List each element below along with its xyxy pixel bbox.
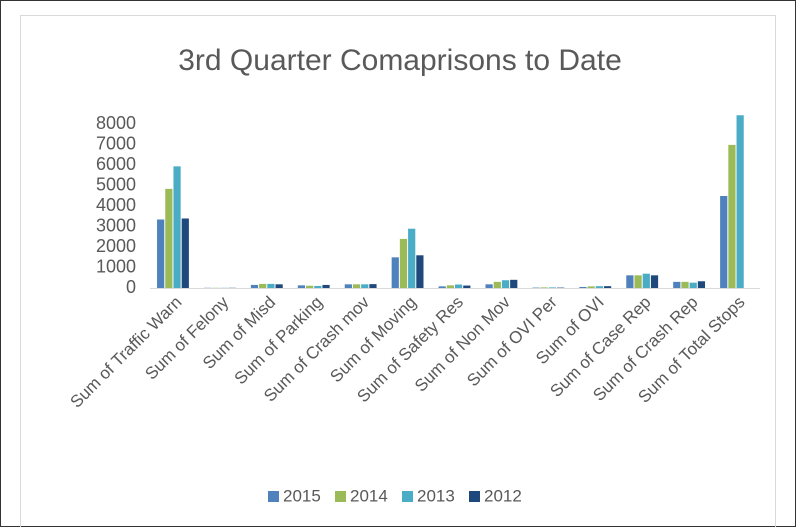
bar [416, 255, 424, 288]
bar [157, 219, 165, 288]
y-tick-label: 5000 [96, 175, 136, 195]
legend-label: 2014 [350, 486, 388, 505]
bar [681, 281, 689, 288]
bar [322, 284, 330, 288]
bar [650, 275, 659, 288]
y-tick-label: 0 [126, 277, 136, 297]
bar [728, 144, 736, 288]
bar [587, 286, 595, 288]
y-tick-label: 7000 [96, 134, 136, 154]
bar [361, 284, 369, 288]
bar [446, 285, 454, 288]
bar [485, 284, 493, 288]
bar [626, 275, 634, 288]
y-tick-label: 4000 [96, 195, 136, 215]
bar [540, 287, 548, 288]
bar [352, 284, 361, 288]
bar [548, 287, 557, 288]
bar [493, 281, 501, 288]
bar [173, 166, 181, 288]
bar [165, 188, 173, 288]
y-tick-label: 1000 [96, 256, 136, 276]
bar [408, 228, 416, 288]
y-tick-label: 2000 [96, 236, 136, 256]
y-tick-label: 8000 [96, 113, 136, 133]
legend-swatch [335, 491, 346, 502]
bar [250, 284, 259, 288]
bar [438, 286, 446, 288]
bar [697, 281, 706, 288]
bar [181, 218, 189, 288]
bar [720, 196, 728, 288]
bar [595, 286, 603, 288]
legend-label: 2012 [484, 486, 522, 505]
y-tick-label: 6000 [96, 154, 136, 174]
bar [259, 283, 267, 288]
bar [673, 281, 681, 288]
bar [642, 273, 650, 288]
bar [369, 284, 377, 288]
chart-area [20, 15, 776, 527]
bar [344, 284, 352, 288]
bar [634, 275, 642, 288]
bar [510, 279, 518, 288]
bar [306, 285, 314, 288]
bar [275, 284, 283, 288]
bar [455, 284, 463, 288]
legend-swatch [469, 491, 480, 502]
bar [314, 285, 322, 288]
bar [603, 286, 612, 288]
legend-swatch [268, 491, 279, 502]
y-tick-label: 3000 [96, 215, 136, 235]
chart-title: 3rd Quarter Comaprisons to Date [178, 44, 622, 77]
legend-label: 2015 [283, 486, 321, 505]
bar [463, 285, 471, 288]
bar [267, 283, 275, 288]
bar [501, 280, 510, 288]
bar [297, 285, 306, 288]
bar [399, 238, 408, 288]
bar [736, 115, 744, 288]
legend-label: 2013 [417, 486, 455, 505]
bar [391, 257, 399, 288]
bar [689, 282, 697, 288]
legend-swatch [402, 491, 413, 502]
bar [579, 286, 587, 288]
